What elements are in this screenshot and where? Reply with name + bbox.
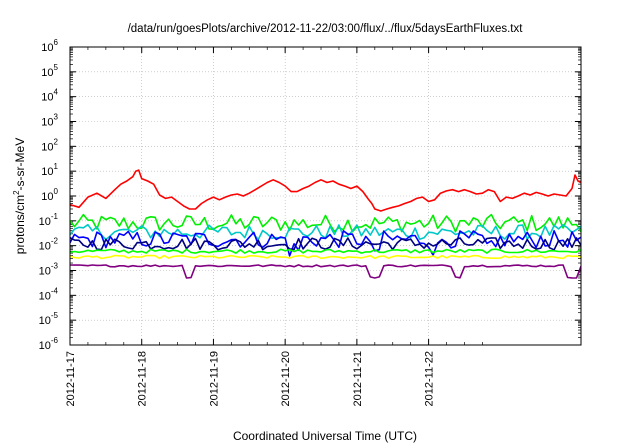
y-tick-label: 102 xyxy=(41,137,58,153)
y-tick-label: 10-6 xyxy=(39,336,59,352)
y-tick-base: 10 xyxy=(39,340,51,352)
chart-title: /data/run/goesPlots/archive/2012-11-22/0… xyxy=(128,23,524,35)
y-tick-base: 10 xyxy=(41,92,53,104)
y-tick-exponent: -5 xyxy=(51,311,59,320)
y-tick-base: 10 xyxy=(41,67,53,79)
y-axis-label: protons/cm2-s-sr-MeV xyxy=(12,138,27,254)
x-axis-label: Coordinated Universal Time (UTC) xyxy=(233,429,417,443)
y-tick-exponent: 1 xyxy=(54,162,59,171)
x-tick-label: 2012-11-22 xyxy=(424,351,436,406)
y-tick-label: 106 xyxy=(41,38,58,54)
x-tick-label: 2012-11-20 xyxy=(280,351,292,406)
y-tick-exponent: -1 xyxy=(51,212,59,221)
y-tick-exponent: 4 xyxy=(54,88,59,97)
x-tick-label: 2012-11-19 xyxy=(208,351,220,406)
y-tick-label: 104 xyxy=(41,88,58,104)
plot-area xyxy=(70,169,581,279)
x-tick-label: 2012-11-21 xyxy=(352,351,364,406)
y-tick-label: 10-2 xyxy=(39,237,59,253)
grid xyxy=(70,47,581,345)
y-tick-exponent: -4 xyxy=(51,286,59,295)
y-tick-exponent: -6 xyxy=(51,336,59,345)
y-tick-base: 10 xyxy=(39,315,51,327)
y-tick-label: 105 xyxy=(41,63,58,79)
y-tick-base: 10 xyxy=(39,241,51,253)
y-tick-base: 10 xyxy=(39,266,51,278)
series-line-7 xyxy=(70,264,581,279)
y-tick-label: 103 xyxy=(41,113,58,129)
y-tick-exponent: 0 xyxy=(54,187,59,196)
y-tick-base: 10 xyxy=(39,216,51,228)
y-tick-label: 101 xyxy=(41,162,58,178)
series-line-1 xyxy=(70,213,581,233)
x-axis: 2012-11-17 2012-11-18 2012-11-19 2012-11-20… xyxy=(65,47,483,406)
series-line-5 xyxy=(70,248,581,254)
y-tick-exponent: -2 xyxy=(51,237,59,246)
plot-frame xyxy=(69,46,582,346)
y-tick-base: 10 xyxy=(41,42,53,54)
y-axis: 10-610-510-410-310-210-11001011021031041… xyxy=(39,38,581,352)
series-line-6 xyxy=(70,254,581,260)
series-line-2 xyxy=(70,223,581,241)
y-tick-exponent: -3 xyxy=(51,262,59,271)
series-line-4 xyxy=(70,236,581,251)
x-tick-label: 2012-11-17 xyxy=(65,351,77,406)
y-tick-exponent: 2 xyxy=(54,137,59,146)
series-line-3 xyxy=(70,230,581,257)
y-tick-label: 100 xyxy=(41,187,58,203)
y-tick-exponent: 3 xyxy=(54,113,59,122)
y-axis-label-rest: -s-sr-MeV xyxy=(13,138,27,191)
series-line-0 xyxy=(70,169,581,212)
x-tick-label: 2012-11-18 xyxy=(137,351,149,406)
y-axis-label-base: protons/cm xyxy=(13,195,27,254)
y-tick-exponent: 5 xyxy=(54,63,59,72)
y-tick-base: 10 xyxy=(41,191,53,203)
y-tick-base: 10 xyxy=(41,117,53,129)
y-tick-base: 10 xyxy=(41,166,53,178)
y-tick-label: 10-5 xyxy=(39,311,59,327)
y-tick-base: 10 xyxy=(39,290,51,302)
y-tick-label: 10-1 xyxy=(39,212,59,228)
y-tick-label: 10-3 xyxy=(39,262,59,278)
y-tick-label: 10-4 xyxy=(39,286,59,302)
y-tick-exponent: 6 xyxy=(54,38,59,47)
y-axis-label-sup: 2 xyxy=(12,190,21,195)
y-tick-base: 10 xyxy=(41,141,53,153)
